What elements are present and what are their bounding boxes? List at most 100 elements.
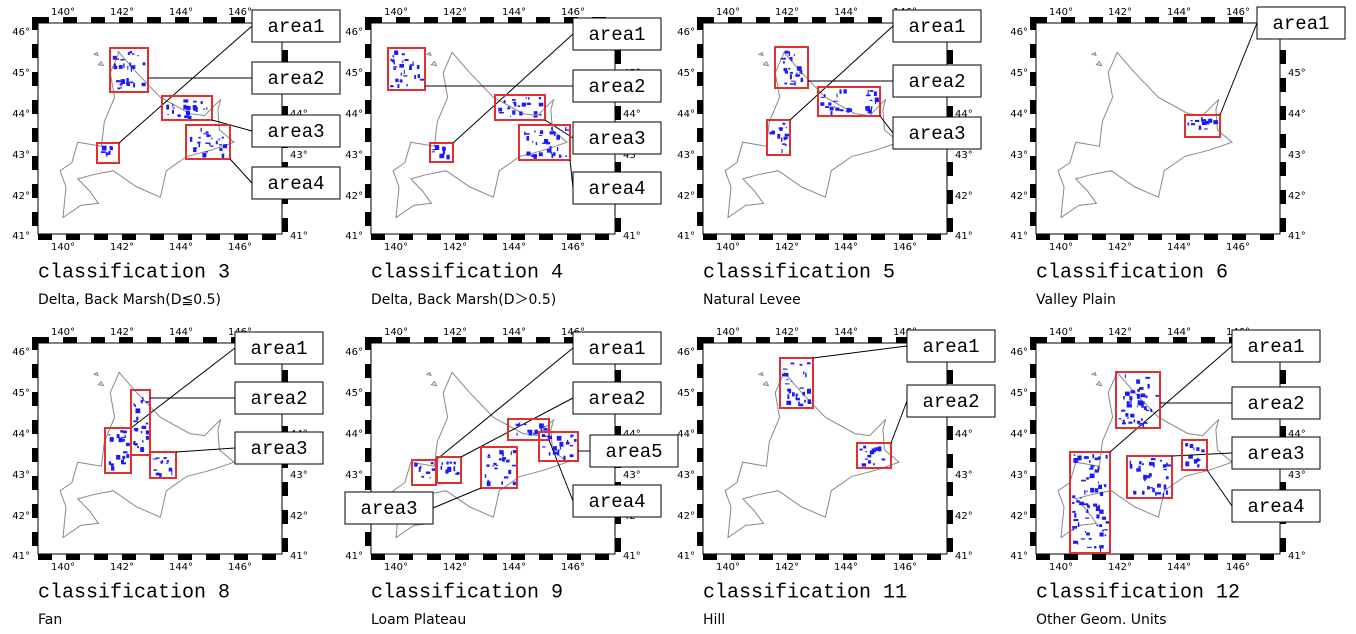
blue-patch xyxy=(1196,447,1200,451)
blue-patch xyxy=(788,388,792,394)
blue-patch xyxy=(1141,403,1144,408)
blue-patch xyxy=(802,371,805,375)
blue-patch xyxy=(446,461,449,465)
lat-label: 41° xyxy=(677,231,695,242)
blue-patch xyxy=(120,459,124,463)
blue-patch xyxy=(1125,413,1129,417)
blue-patch xyxy=(186,105,191,110)
blue-patch xyxy=(1077,522,1080,527)
lat-label: 41° xyxy=(623,551,641,562)
leader-line xyxy=(460,397,574,458)
area-label-box xyxy=(234,381,324,415)
leader-line xyxy=(1206,469,1233,507)
area-box xyxy=(149,451,177,479)
blue-patch xyxy=(523,423,527,426)
blue-patch xyxy=(790,362,795,365)
blue-patch xyxy=(1086,546,1092,548)
lat-label: 41° xyxy=(677,551,695,562)
blue-patch xyxy=(141,82,146,87)
lat-label: 41° xyxy=(12,551,30,562)
area-label-box xyxy=(234,431,324,465)
blue-patch xyxy=(525,97,527,99)
blue-patch xyxy=(1126,403,1129,408)
island xyxy=(1090,371,1103,387)
blue-patch xyxy=(510,451,512,456)
blue-patch xyxy=(136,416,139,421)
lat-label: 44° xyxy=(1010,429,1028,440)
blue-patch xyxy=(839,89,842,94)
lon-label: 144° xyxy=(834,7,858,18)
blue-patch xyxy=(1150,458,1156,461)
blue-patch xyxy=(787,388,790,392)
blue-patch xyxy=(390,85,394,88)
blue-patch xyxy=(1145,409,1150,411)
blue-patch xyxy=(1215,121,1217,124)
blue-patch xyxy=(1104,534,1107,537)
blue-patch xyxy=(1084,530,1087,533)
blue-patch xyxy=(124,435,127,437)
blue-patch xyxy=(1143,422,1148,424)
blue-patch xyxy=(449,461,452,464)
blue-patch xyxy=(538,97,542,100)
blue-patch xyxy=(1124,391,1130,396)
blue-patch xyxy=(127,65,129,70)
blue-patch xyxy=(805,372,807,378)
blue-patch xyxy=(820,102,825,106)
area-label: area1 xyxy=(250,338,307,360)
blue-patch xyxy=(538,102,544,107)
lat-label: 44° xyxy=(345,109,363,120)
blue-patch xyxy=(442,146,446,151)
blue-patch xyxy=(215,140,218,145)
blue-patch xyxy=(1144,479,1146,482)
blue-patch xyxy=(192,105,197,110)
area-label-box xyxy=(892,64,982,98)
blue-patch xyxy=(875,98,881,103)
blue-patch xyxy=(517,105,521,107)
lat-label: 42° xyxy=(1010,511,1028,522)
lat-label: 41° xyxy=(290,551,308,562)
lon-label: 146° xyxy=(561,242,585,253)
panel-title: classification 5 xyxy=(703,261,895,284)
blue-patch xyxy=(131,53,135,55)
blue-patch xyxy=(487,454,491,457)
area-label: area4 xyxy=(588,491,645,513)
island xyxy=(1090,51,1103,67)
blue-patch xyxy=(1140,422,1143,426)
blue-patch xyxy=(1099,509,1104,514)
blue-patch xyxy=(409,65,412,70)
blue-patch xyxy=(193,147,197,153)
blue-patch xyxy=(1166,462,1168,467)
map-panel: 140°140°142°142°144°144°146°146°46°46°45… xyxy=(345,7,662,308)
blue-patch xyxy=(540,427,543,432)
blue-patch xyxy=(514,101,517,107)
blue-patch xyxy=(850,108,853,112)
lat-label: 41° xyxy=(1010,551,1028,562)
blue-patch xyxy=(502,458,505,462)
blue-patch xyxy=(414,74,416,79)
area-box xyxy=(387,47,426,91)
blue-patch xyxy=(1140,393,1146,398)
blue-patch xyxy=(121,462,126,465)
map-panel: 140°140°142°142°144°144°146°146°46°46°45… xyxy=(1010,6,1346,308)
area-label: area3 xyxy=(1247,443,1304,465)
blue-patch xyxy=(1189,443,1194,449)
blue-patch xyxy=(566,439,569,444)
blue-patch xyxy=(563,455,566,460)
blue-patch xyxy=(126,454,130,458)
blue-patch xyxy=(789,57,792,60)
blue-patch xyxy=(108,434,111,436)
blue-patch xyxy=(1095,489,1097,493)
area-label: area2 xyxy=(922,391,979,413)
leader-line xyxy=(175,447,236,453)
blue-patch xyxy=(547,435,553,440)
blue-patch xyxy=(442,149,445,155)
area-label-box xyxy=(344,491,434,525)
leader-line xyxy=(812,345,908,359)
blue-patch xyxy=(881,458,886,461)
blue-patch xyxy=(1141,418,1143,421)
blue-patch xyxy=(839,109,844,112)
lat-label: 45° xyxy=(345,388,363,399)
blue-patch xyxy=(1147,486,1150,490)
blue-patch xyxy=(779,129,783,132)
area-box xyxy=(1184,114,1221,138)
